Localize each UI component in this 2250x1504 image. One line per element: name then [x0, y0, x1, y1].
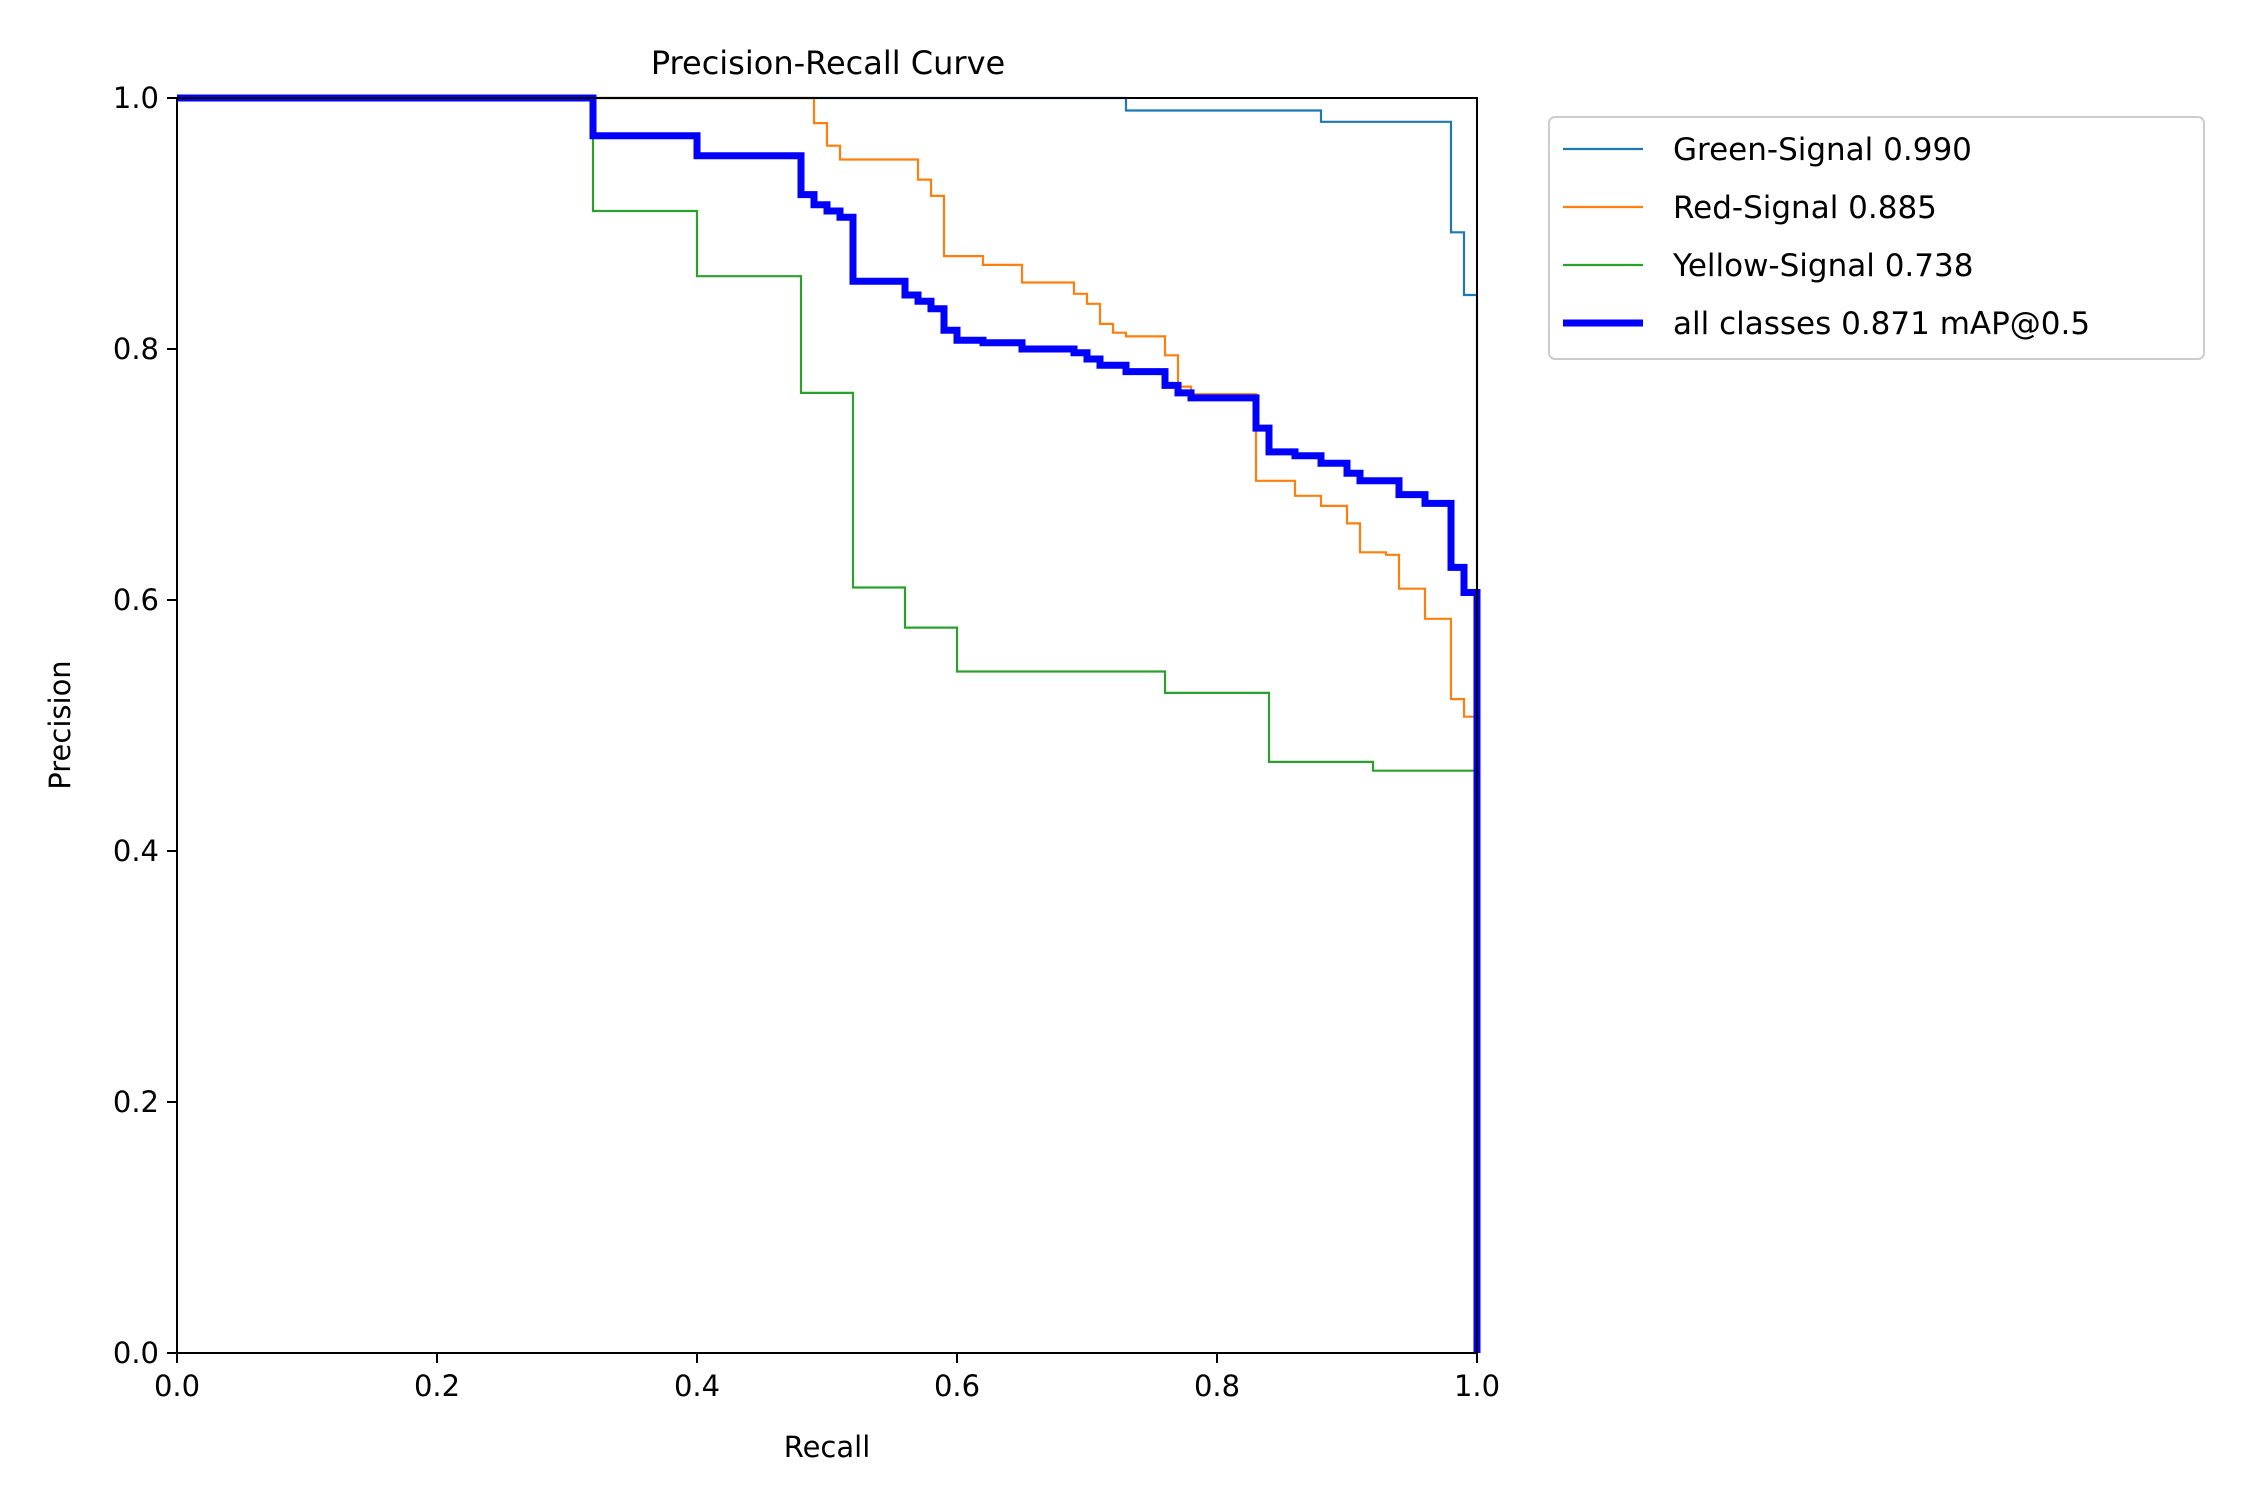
- chart-title: Precision-Recall Curve: [651, 44, 1005, 82]
- legend-label-3: all classes 0.871 mAP@0.5: [1673, 306, 2090, 342]
- x-axis-label: Recall: [784, 1430, 871, 1464]
- series-line-0: [177, 96, 1479, 1353]
- legend-label-0: Green-Signal 0.990: [1673, 132, 1972, 168]
- legend-label-2: Yellow-Signal 0.738: [1672, 248, 1973, 284]
- x-tick-label: 0.2: [414, 1369, 460, 1403]
- legend-box: [1548, 116, 2205, 360]
- x-axis-ticks: 0.0 0.2 0.4 0.6 0.8 1.0: [154, 1353, 1500, 1403]
- x-tick-label: 1.0: [1454, 1369, 1500, 1403]
- x-tick-label: 0.0: [154, 1369, 200, 1403]
- series-line-2: [177, 96, 1479, 1353]
- y-tick-label: 0.8: [113, 332, 159, 366]
- x-tick-label: 0.4: [674, 1369, 720, 1403]
- y-tick-label: 1.0: [113, 81, 159, 115]
- y-tick-label: 0.6: [113, 583, 159, 617]
- series-line-3: [177, 94, 1481, 1353]
- legend-label-1: Red-Signal 0.885: [1673, 190, 1937, 226]
- x-tick-label: 0.8: [1194, 1369, 1240, 1403]
- plot-area: [177, 94, 1481, 1353]
- legend: Green-Signal 0.990 Red-Signal 0.885 Yellow…: [1548, 116, 2205, 360]
- series-line-1: [177, 96, 1479, 1353]
- y-tick-label: 0.2: [113, 1085, 159, 1119]
- x-tick-label: 0.6: [934, 1369, 980, 1403]
- y-tick-label: 0.0: [113, 1336, 159, 1370]
- axes-frame: [176, 97, 1478, 1354]
- y-tick-label: 0.4: [113, 834, 159, 868]
- y-axis-ticks: 0.0 0.2 0.4 0.6 0.8 1.0: [113, 81, 177, 1370]
- y-axis-label: Precision: [43, 660, 77, 789]
